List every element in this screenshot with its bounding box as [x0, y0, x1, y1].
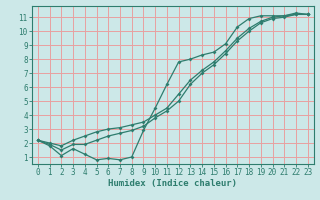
X-axis label: Humidex (Indice chaleur): Humidex (Indice chaleur) [108, 179, 237, 188]
